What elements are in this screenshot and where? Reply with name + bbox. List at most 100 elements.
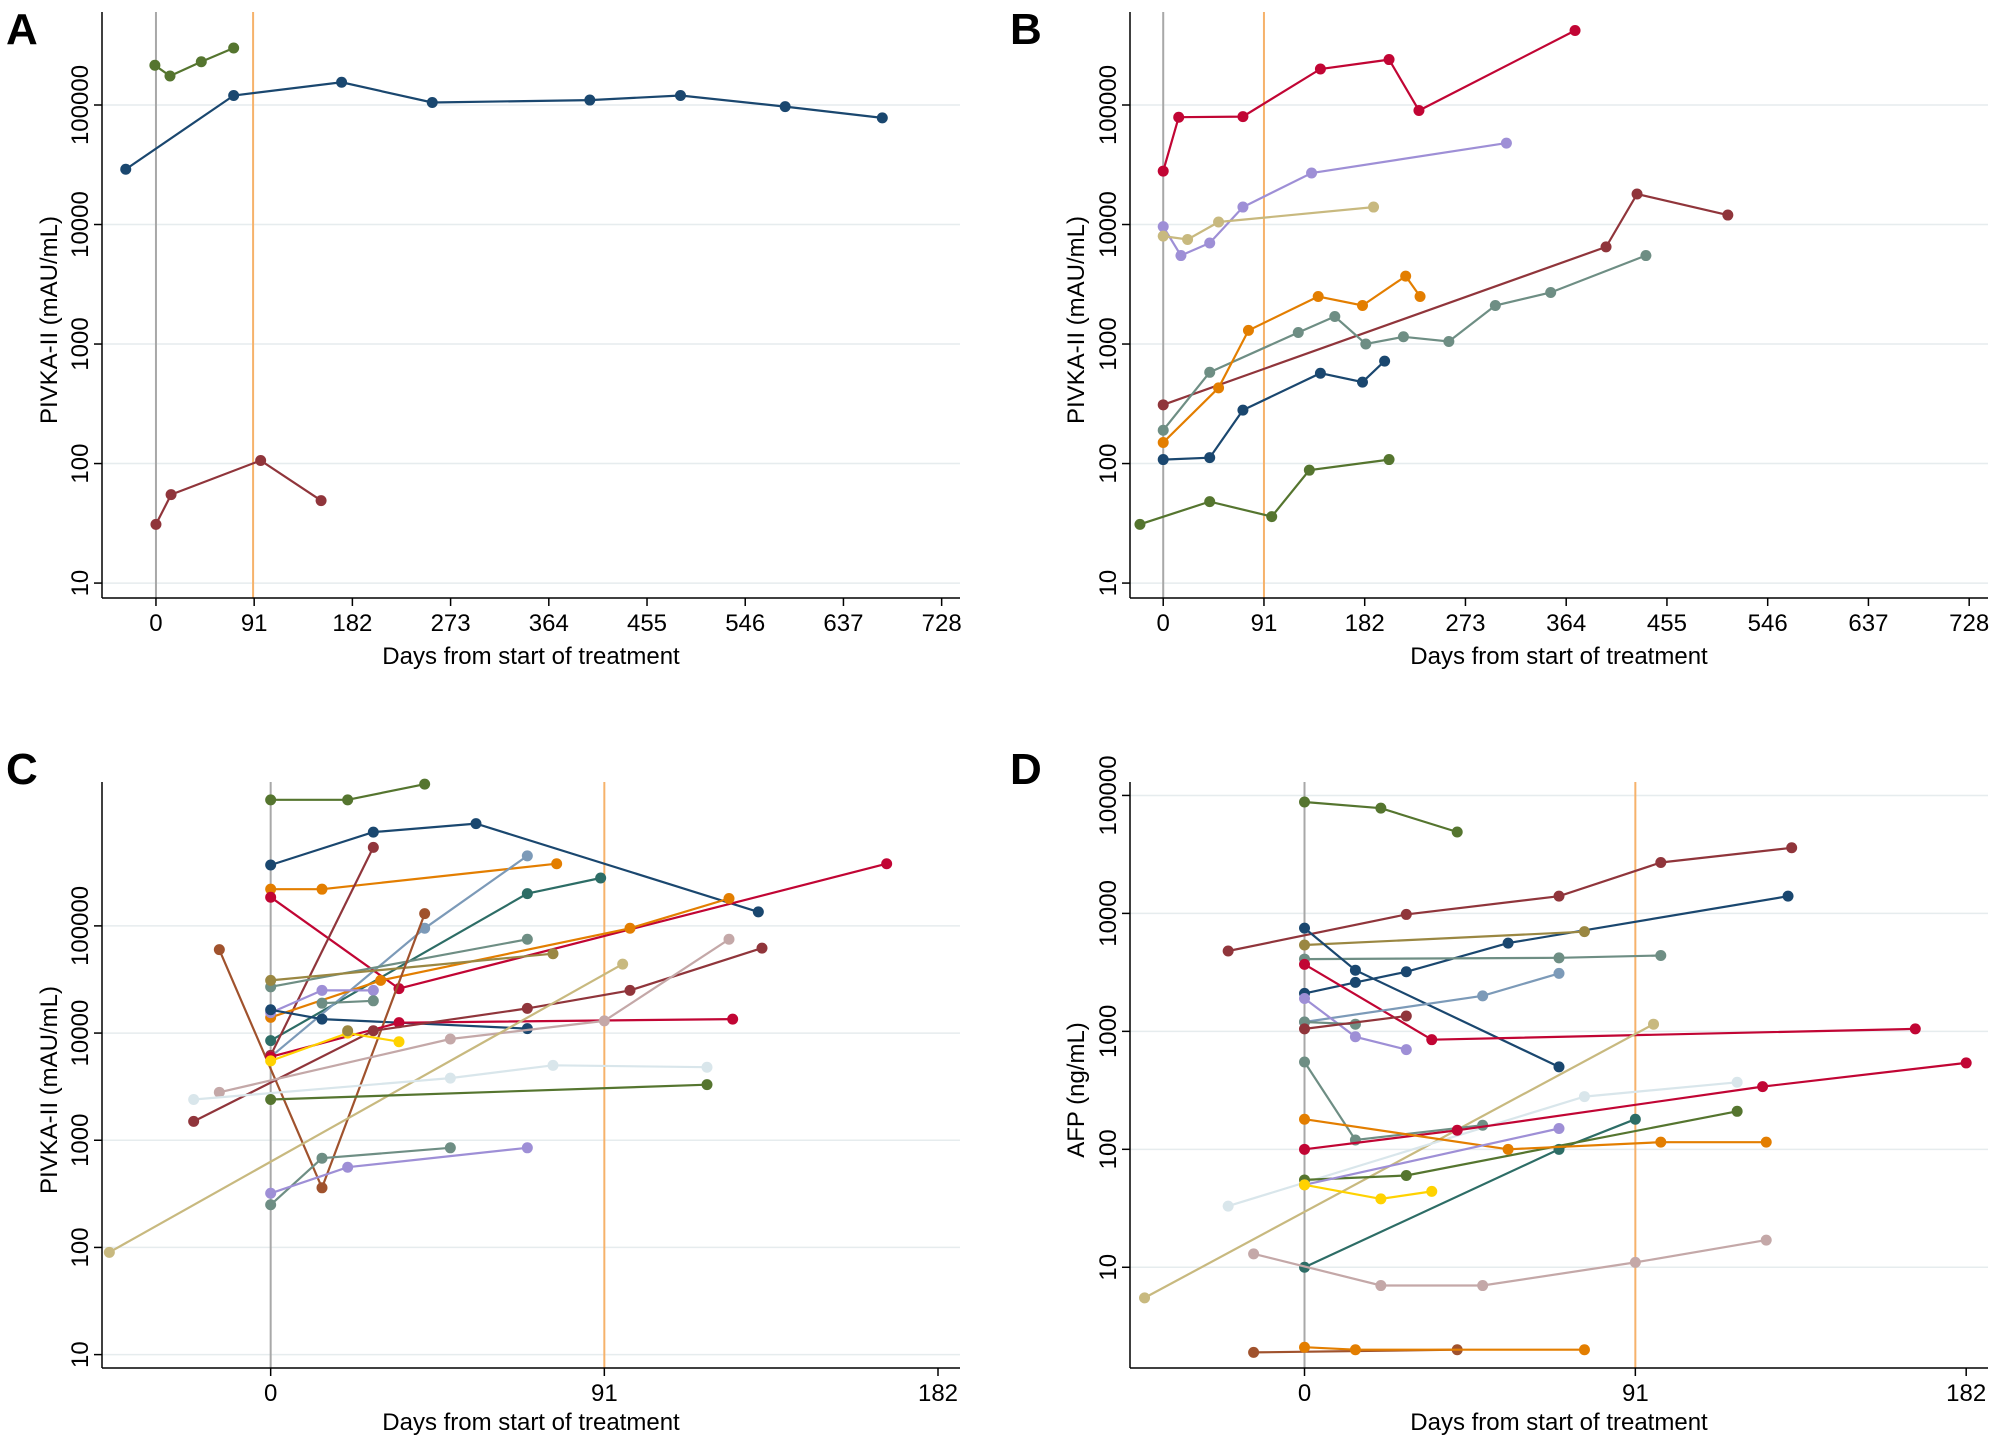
panel-a-data-point — [165, 489, 177, 501]
panel-a-y-tick-label: 1000 — [67, 317, 94, 370]
panel-c-data-point — [316, 1013, 328, 1025]
panel-a-data-point — [336, 76, 348, 88]
panel-d-data-point — [1349, 1344, 1361, 1356]
panel-a-x-tick-label: 364 — [529, 610, 569, 637]
panel-b-data-point — [1443, 336, 1455, 348]
panel-a-series-line — [155, 459, 322, 525]
panel-b-x-tick-label: 91 — [1251, 610, 1278, 637]
panel-d-y-tick-label: 100000 — [1095, 755, 1122, 835]
panel-a-data-point — [228, 42, 240, 54]
panel-c-data-point — [367, 826, 379, 838]
panel-a-data-point — [584, 94, 596, 106]
panel-c-data-point — [521, 1142, 533, 1154]
panel-c-data-point — [521, 1002, 533, 1014]
panel-a-plot: 0 91 182 273 364 455 546 637 728 10 100 1000 10000 10… — [67, 12, 962, 637]
panel-c-data-point — [265, 974, 277, 986]
panel-d-data-point — [1299, 1341, 1311, 1353]
panel-d-data-point — [1629, 1256, 1641, 1268]
panel-b-series-line — [1162, 142, 1507, 257]
panel-b-data-point — [1356, 300, 1368, 312]
panel-c-data-point — [265, 1035, 277, 1047]
panel-b-data-point — [1157, 424, 1169, 436]
panel-c-data-point — [547, 1059, 559, 1071]
panel-a-data-point — [315, 495, 327, 507]
panel-c-data-point — [265, 1093, 277, 1105]
panel-b-data-point — [1314, 367, 1326, 379]
panel-c-data-point — [598, 1015, 610, 1027]
panel-d-data-point — [1400, 1010, 1412, 1022]
panel-d-data-point — [1299, 939, 1311, 951]
panel-d-data-point — [1553, 1061, 1565, 1073]
panel-c-data-point — [624, 984, 636, 996]
panel-c-data-point — [393, 1036, 405, 1048]
panel-c-data-point — [521, 933, 533, 945]
panel-c-data-point — [419, 922, 431, 934]
panel-b-data-point — [1173, 111, 1185, 123]
panel-b-data-point — [1631, 188, 1643, 200]
panel-c-data-point — [419, 908, 431, 920]
panel-b-plot: 0 91 182 273 364 455 546 637 728 10 100 1000 10000 10… — [1095, 12, 1989, 637]
panel-b-x-tick-label: 546 — [1748, 610, 1788, 637]
panel-c-series-line — [269, 846, 375, 1056]
panel-c-data-point — [547, 948, 559, 960]
panel-b-data-point — [1175, 250, 1187, 262]
panel-b-x-tick-label: 182 — [1345, 610, 1385, 637]
panel-a-y-tick-label: 100000 — [67, 65, 94, 145]
panel-c-y-tick-label: 100000 — [67, 886, 94, 966]
panel-c-data-point — [393, 1017, 405, 1029]
panel-c-data-point — [701, 1079, 713, 1091]
panel-a-data-point — [150, 518, 162, 530]
panel-c-data-point — [265, 1055, 277, 1067]
panel-b-x-tick-label: 455 — [1647, 610, 1687, 637]
panel-d-data-point — [1299, 1056, 1311, 1068]
panel-c-data-point — [103, 1246, 115, 1258]
panel-a-y-tick-label: 100 — [67, 444, 94, 484]
panel-b-data-point — [1312, 290, 1324, 302]
panel-d-data-point — [1629, 1113, 1641, 1125]
panel-c-data-point — [188, 1093, 200, 1105]
panel-c-data-point — [727, 1013, 739, 1025]
panel-a: A 0 91 182 273 364 455 546 637 728 10 100 1000 10000… — [6, 5, 962, 670]
panel-d-data-point — [1760, 1234, 1772, 1246]
panel-c-data-point — [213, 1086, 225, 1098]
panel-c-data-point — [419, 778, 431, 790]
panel-b-data-point — [1213, 382, 1225, 394]
panel-b-data-point — [1204, 366, 1216, 378]
panel-c-data-point — [367, 995, 379, 1007]
panel-d-data-point — [1426, 1185, 1438, 1197]
panel-d-data-point — [1299, 992, 1311, 1004]
panel-d-data-point — [1909, 1023, 1921, 1035]
panel-b-data-point — [1545, 286, 1557, 298]
panel-d-data-point — [1655, 949, 1667, 961]
panel-d-data-point — [1248, 1248, 1260, 1260]
panel-b-data-point — [1204, 496, 1216, 508]
panel-c-y-tick-label: 100 — [67, 1227, 94, 1267]
panel-d-data-point — [1451, 1124, 1463, 1136]
panel-a-data-point — [876, 112, 888, 124]
panel-b-data-point — [1489, 300, 1501, 312]
panel-d-data-point — [1757, 1081, 1769, 1093]
panel-b-data-point — [1397, 331, 1409, 343]
panel-d-series-line — [1304, 1118, 1767, 1151]
panel-c-y-tick-label: 10 — [67, 1341, 94, 1368]
panel-b-data-point — [1306, 167, 1318, 179]
panel-a-data-point — [195, 56, 207, 68]
panel-b-data-point — [1292, 326, 1304, 338]
panel-b-series-line — [1162, 254, 1647, 431]
panel-c-data-point — [752, 906, 764, 918]
panel-b-data-point — [1157, 221, 1169, 233]
panel-d-data-point — [1731, 1076, 1743, 1088]
panel-a-x-tick-label: 0 — [149, 610, 162, 637]
panel-b-x-tick-label: 0 — [1157, 610, 1170, 637]
panel-d-x-axis-title: Days from start of treatment — [1410, 1409, 1708, 1436]
panel-c-data-point — [213, 944, 225, 956]
panel-d-data-point — [1477, 990, 1489, 1002]
panel-d-x-tick-label: 182 — [1946, 1380, 1986, 1407]
panel-c-data-point — [367, 1025, 379, 1037]
panel-c-data-point — [444, 1142, 456, 1154]
panel-d-data-point — [1655, 1136, 1667, 1148]
panel-a-x-tick-label: 273 — [431, 610, 471, 637]
panel-c-data-point — [756, 942, 768, 954]
panel-b-x-tick-label: 273 — [1445, 610, 1485, 637]
panel-a-data-point — [779, 101, 791, 113]
